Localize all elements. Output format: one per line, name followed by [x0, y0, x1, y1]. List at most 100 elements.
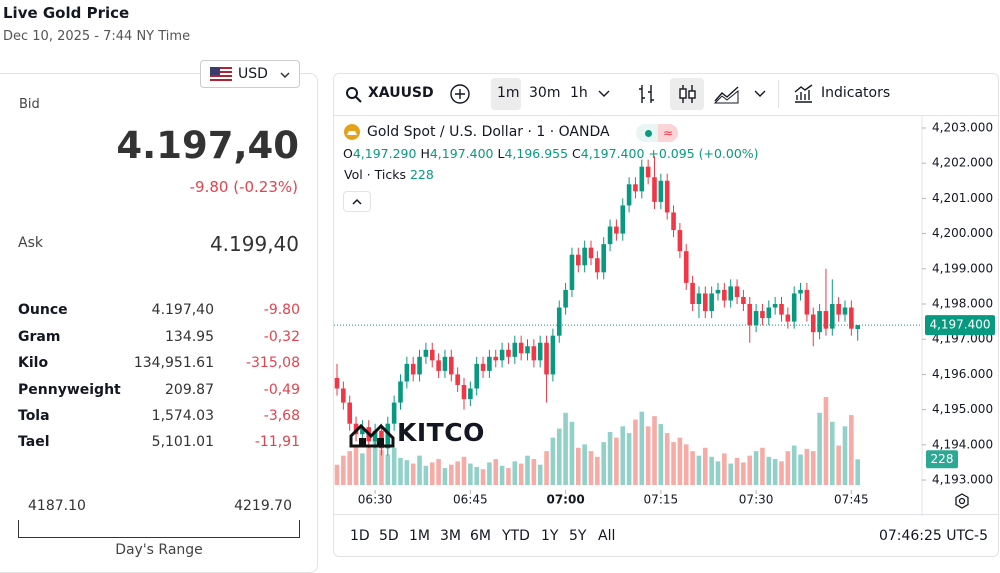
- candle-body: [639, 166, 645, 192]
- period-button[interactable]: 6M: [470, 528, 491, 544]
- volume-bar: [506, 468, 511, 485]
- candle-body: [671, 212, 676, 231]
- volume-bar: [449, 464, 454, 485]
- volume-bar: [360, 453, 365, 485]
- ohlc-key: O: [343, 146, 353, 161]
- candle-body: [696, 293, 702, 304]
- volume-bar: [436, 459, 441, 485]
- bid-label: Bid: [19, 97, 40, 112]
- interval[interactable]: 1h: [570, 85, 588, 101]
- volume-legend: Vol · Ticks 228: [344, 167, 434, 182]
- volume-bar: [830, 421, 835, 485]
- candle-body: [506, 349, 511, 357]
- volume-bar: [798, 454, 803, 485]
- candle-body: [620, 205, 626, 234]
- unit-price: 1,574.03: [151, 408, 214, 424]
- clock: 07:46:25 UTC-5: [878, 528, 988, 544]
- period-button[interactable]: 1D: [350, 528, 370, 544]
- chevron[interactable]: [598, 90, 610, 98]
- chevron[interactable]: [754, 90, 766, 98]
- volume-bar: [334, 464, 340, 485]
- candle-body: [518, 342, 524, 354]
- period-button[interactable]: 1M: [409, 528, 430, 544]
- currency-select[interactable]: USD: [200, 60, 300, 88]
- range-bracket: [18, 520, 300, 538]
- candle-body: [804, 289, 810, 315]
- candle-body: [468, 388, 473, 400]
- unit-name: Tael: [18, 434, 50, 450]
- chart-type-selected-bg: [670, 78, 704, 110]
- candle-body: [429, 349, 435, 361]
- candle-body: [576, 254, 581, 266]
- ohlc-value: 4,196.955: [504, 146, 569, 161]
- unit-name: Gram: [18, 329, 61, 345]
- volume-bar: [671, 442, 676, 485]
- candle-body: [766, 307, 772, 319]
- x-tick-label: 07:15: [644, 493, 679, 507]
- volume-bar: [379, 450, 384, 485]
- volume-bar: [836, 445, 841, 485]
- candle-body: [423, 349, 429, 357]
- volume-bar: [645, 426, 651, 485]
- volume-bar: [766, 456, 772, 485]
- bars-icon[interactable]: [636, 83, 658, 105]
- volume-bar: [734, 457, 740, 485]
- period-button[interactable]: All: [598, 528, 616, 544]
- candle-body: [709, 293, 714, 312]
- candle-body: [347, 402, 352, 424]
- ohlc-value: 4,197.400: [429, 146, 494, 161]
- range-high: 4219.70: [234, 498, 292, 514]
- volume-bar: [823, 397, 829, 485]
- period-button[interactable]: 3M: [440, 528, 461, 544]
- volume-bar: [455, 461, 460, 485]
- volume-bar: [791, 445, 797, 485]
- interval[interactable]: 1m: [497, 85, 520, 101]
- candle-body: [537, 342, 543, 361]
- candle-body: [436, 360, 441, 371]
- volume-bar: [607, 431, 613, 485]
- candle-body: [734, 286, 740, 297]
- unit-price: 134.95: [165, 329, 214, 345]
- period-button[interactable]: 5Y: [569, 528, 587, 544]
- y-tick-label: 4,203.000: [932, 120, 993, 134]
- volume-bar: [772, 459, 778, 485]
- candle-body: [480, 363, 486, 371]
- watermark-text: KITCO: [397, 418, 485, 447]
- candle-body: [836, 304, 841, 315]
- indicators-icon[interactable]: [792, 83, 814, 105]
- volume-bar: [722, 453, 727, 485]
- unit-change: -315,08: [245, 355, 300, 371]
- period-button[interactable]: 1Y: [541, 528, 559, 544]
- y-tick-label: 4,201.000: [932, 191, 993, 205]
- volume-bar: [817, 412, 822, 485]
- last-price-label: 4,197.400: [929, 318, 990, 332]
- candle-body: [842, 307, 848, 315]
- period-button[interactable]: YTD: [502, 528, 530, 544]
- candle-body: [772, 304, 778, 308]
- interval[interactable]: 30m: [529, 85, 561, 101]
- period-button[interactable]: 5D: [379, 528, 399, 544]
- volume-bar: [366, 445, 372, 485]
- candle-body: [760, 311, 765, 319]
- unit-change: -0,32: [263, 329, 300, 345]
- volume-bar: [512, 461, 518, 485]
- volume-bar: [703, 447, 708, 485]
- candle-body: [607, 226, 613, 245]
- toolbar-divider: [778, 80, 779, 108]
- candle-body: [677, 230, 683, 252]
- ask-price: 4.199,40: [209, 232, 299, 256]
- volume-bar: [747, 455, 753, 485]
- chevron: [280, 72, 290, 78]
- collapse-button[interactable]: [343, 191, 371, 212]
- candles-icon[interactable]: [676, 83, 698, 105]
- ohlc-key: H: [420, 146, 430, 161]
- area-icon[interactable]: [713, 83, 741, 105]
- symbol[interactable]: XAUUSD: [368, 85, 434, 101]
- unit-name: Ounce: [18, 302, 68, 318]
- candle-body: [791, 293, 797, 322]
- compare-icon[interactable]: [449, 83, 471, 105]
- unit-change: -0,49: [263, 382, 300, 398]
- settings-icon[interactable]: [953, 492, 971, 510]
- volume-bar: [353, 446, 359, 485]
- indicators[interactable]: Indicators: [821, 85, 891, 101]
